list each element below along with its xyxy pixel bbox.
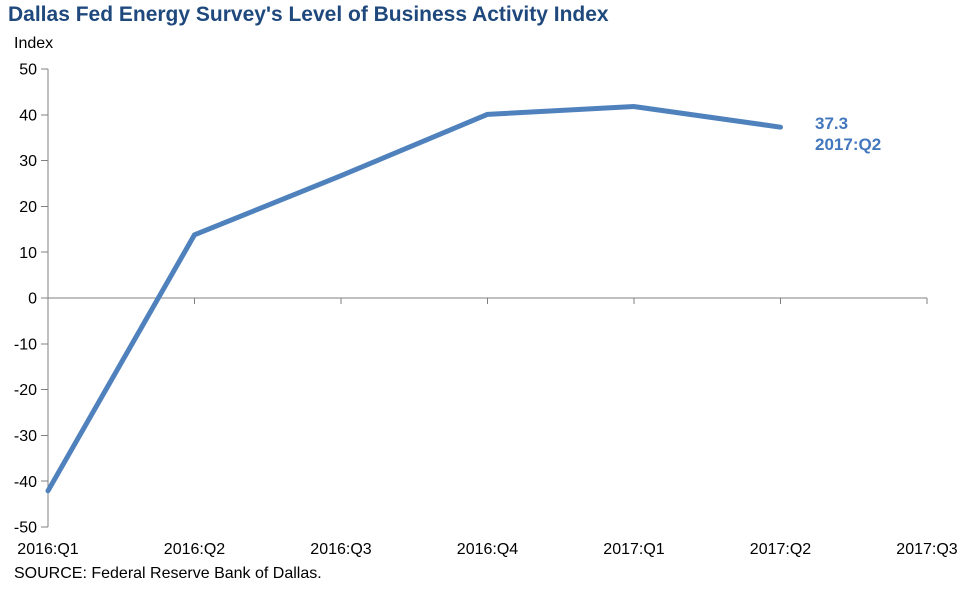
source-note: SOURCE: Federal Reserve Bank of Dallas. (14, 565, 322, 582)
last-point-annotation: 37.3 2017:Q2 (815, 113, 881, 155)
x-tick-label: 2017:Q1 (603, 541, 664, 558)
y-tick-label: 20 (19, 199, 37, 216)
y-tick-label: -10 (14, 336, 37, 353)
y-tick-label: 40 (19, 107, 37, 124)
y-tick-label: 10 (19, 245, 37, 262)
annotation-category: 2017:Q2 (815, 135, 882, 154)
y-tick-label: -30 (14, 428, 37, 445)
y-axis-unit-label: Index (14, 35, 54, 52)
y-tick-label: -50 (14, 520, 37, 537)
x-tick-label: 2016:Q4 (457, 541, 518, 558)
y-tick-label: 0 (28, 291, 37, 308)
x-tick-label: 2017:Q3 (896, 541, 957, 558)
x-tick-label: 2016:Q3 (310, 541, 371, 558)
y-tick-label: 50 (19, 62, 37, 79)
chart-title: Dallas Fed Energy Survey's Level of Busi… (8, 3, 609, 26)
x-tick-label: 2017:Q2 (750, 541, 811, 558)
y-tick-label: 30 (19, 153, 37, 170)
y-tick-label: -20 (14, 382, 37, 399)
annotation-value: 37.3 (815, 114, 849, 133)
x-tick-label: 2016:Q1 (17, 541, 78, 558)
y-tick-label: -40 (14, 474, 37, 491)
x-tick-label: 2016:Q2 (164, 541, 225, 558)
series-line (45, 104, 783, 494)
